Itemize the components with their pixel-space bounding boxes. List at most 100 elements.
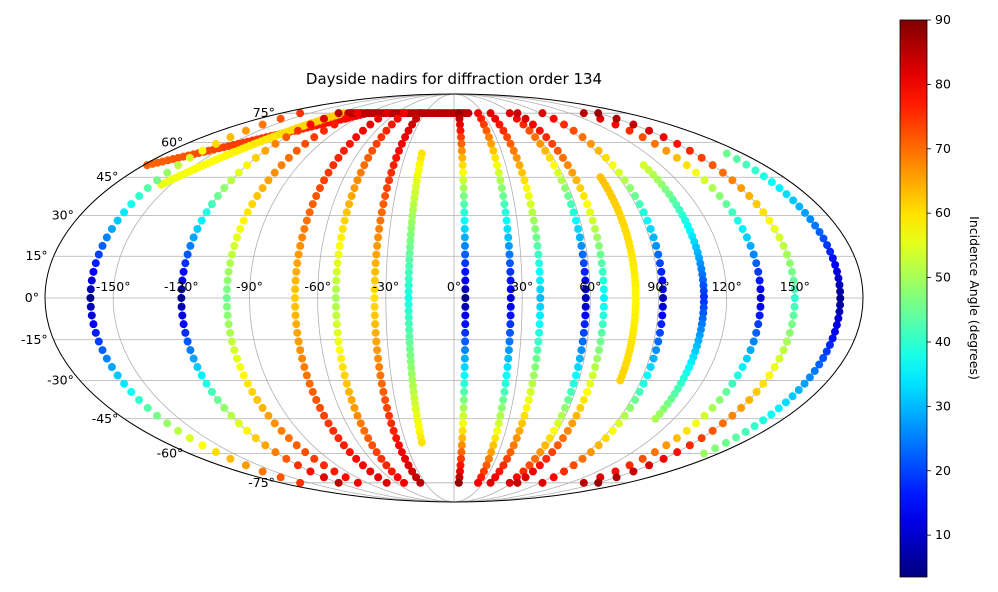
nadir-point	[366, 120, 375, 129]
nadir-point	[504, 346, 513, 355]
nadir-point	[487, 448, 496, 457]
nadir-point	[284, 153, 293, 162]
nadir-point	[612, 473, 621, 482]
nadir-point	[788, 320, 797, 329]
nadir-point	[525, 126, 534, 135]
nadir-point	[382, 478, 391, 487]
nadir-point	[186, 346, 195, 355]
nadir-point	[521, 114, 530, 123]
nadir-point	[458, 426, 467, 435]
nadir-point	[298, 354, 307, 363]
nadir-point	[583, 387, 592, 396]
nadir-point	[512, 153, 521, 162]
nadir-point	[382, 461, 391, 470]
nadir-point	[301, 139, 310, 148]
nadir-point	[458, 434, 467, 443]
longitude-tick-labels: -150° -120° -90° -60° -30° 0° 30° 60° 90° 120° 150…	[96, 279, 810, 294]
nadir-point	[340, 216, 349, 225]
nadir-point	[241, 461, 250, 470]
nadir-point	[563, 161, 572, 170]
nadir-point	[377, 454, 386, 463]
nadir-point	[581, 285, 590, 294]
nadir-point	[491, 434, 500, 443]
nadir-point	[135, 192, 144, 201]
nadir-point	[392, 434, 401, 443]
nadir-point	[258, 403, 267, 412]
colorbar-gradient	[899, 19, 928, 578]
nadir-point	[324, 419, 333, 428]
nadir-point	[461, 328, 470, 337]
longitude-tick-label: 120°	[712, 279, 742, 294]
nadir-point	[631, 192, 640, 201]
nadir-point	[461, 267, 470, 276]
nadir-point	[401, 133, 410, 142]
nadir-point	[339, 441, 348, 450]
nadir-point	[826, 247, 835, 256]
nadir-point	[456, 126, 465, 135]
colorbar-tick-label: 40	[935, 334, 951, 349]
nadir-point	[489, 441, 498, 450]
nadir-point	[366, 467, 375, 476]
nadir-point	[248, 200, 257, 209]
nadir-point	[567, 200, 575, 209]
nadir-point	[345, 139, 354, 148]
nadir-point	[91, 259, 100, 268]
nadir-point	[251, 153, 260, 162]
nadir-point	[370, 294, 379, 302]
nadir-point	[578, 454, 587, 463]
colorbar-tick-label: 80	[935, 76, 951, 91]
nadir-point	[228, 337, 236, 346]
colorbar-tick-label: 70	[935, 141, 951, 156]
nadir-point	[571, 216, 580, 225]
nadir-point	[575, 233, 584, 242]
nadir-point	[374, 473, 383, 482]
nadir-point	[708, 426, 717, 435]
nadir-point	[404, 300, 413, 309]
nadir-point	[400, 478, 408, 487]
nadir-point	[310, 133, 319, 142]
nadir-point	[836, 294, 845, 303]
nadir-point	[460, 387, 469, 396]
nadir-point	[364, 153, 373, 162]
nadir-point	[715, 192, 724, 201]
nadir-point	[785, 259, 794, 268]
nadir-point	[524, 395, 533, 404]
nadir-point	[379, 200, 388, 209]
nadir-point	[253, 395, 262, 404]
nadir-point	[581, 311, 590, 320]
nadir-point	[271, 139, 280, 148]
longitude-gridline	[249, 93, 455, 503]
nadir-point	[756, 294, 765, 302]
nadir-point	[364, 434, 373, 443]
nadir-point	[239, 371, 248, 380]
nadir-point	[461, 259, 470, 268]
nadir-point	[392, 153, 401, 162]
nadir-point	[745, 395, 754, 404]
nadir-point	[625, 461, 634, 470]
nadir-point	[577, 346, 586, 355]
nadir-point	[718, 168, 727, 177]
nadir-point	[368, 146, 377, 155]
nadir-point	[308, 200, 317, 209]
nadir-point	[620, 176, 629, 185]
colorbar-tick-label: 30	[935, 398, 951, 413]
nadir-point	[506, 302, 515, 311]
nadir-point	[397, 448, 406, 457]
nadir-point	[738, 363, 747, 372]
nadir-point	[393, 114, 402, 123]
nadir-point	[404, 126, 413, 135]
nadir-point	[599, 311, 608, 320]
nadir-point	[382, 109, 391, 118]
nadir-point	[553, 146, 562, 155]
nadir-point	[650, 448, 659, 457]
nadir-point	[233, 354, 242, 363]
nadir-point	[372, 139, 381, 148]
nadir-point	[270, 419, 279, 428]
nadir-point	[783, 250, 791, 259]
nadir-point	[405, 255, 414, 264]
nadir-point	[329, 161, 338, 170]
nadir-point	[334, 337, 343, 346]
nadir-point	[558, 153, 567, 162]
nadir-point	[300, 363, 309, 372]
nadir-point	[220, 184, 229, 193]
